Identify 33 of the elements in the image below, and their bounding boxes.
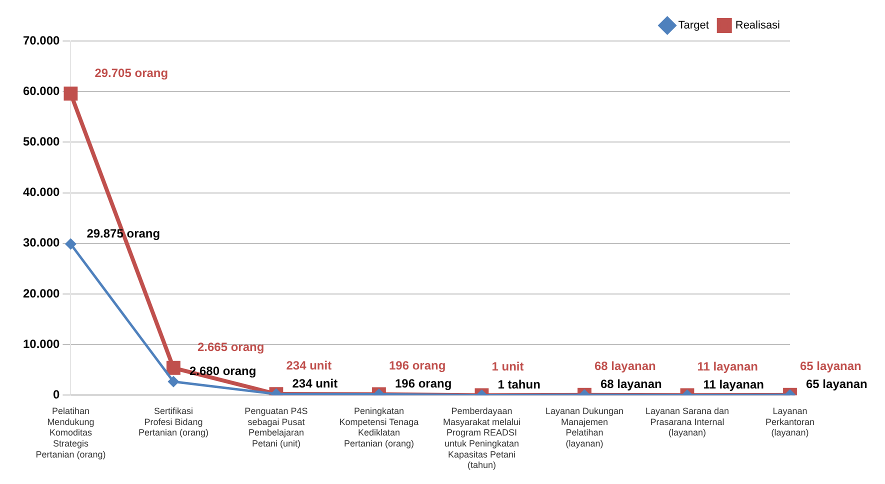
x-tick-label: Penguatan P4S sebagai Pusat Pembelajaran Petani (unit) [244,406,308,448]
x-tick-label: Sertifikasi Profesi Bidang Pertanian (orang) [138,406,208,438]
y-tick-label: 10.000 [23,336,60,351]
data-label: 11 layanan [703,377,764,392]
data-label: 1 unit [492,360,524,374]
y-tick-label: 30.000 [23,236,60,250]
x-tick-label: Layanan Dukungan Manajemen Pelatihan (layanan) [545,406,624,448]
y-tick-label: 60.000 [23,84,60,98]
data-label: 2.680 orang [189,364,256,378]
data-label: 234 unit [292,376,338,390]
annotation: 2.665 orang [197,340,264,354]
data-label: 11 layanan [697,359,758,374]
x-tick-label: Layanan Sarana dan Prasarana Internal (layanan) [645,406,730,438]
y-tick-label: 20.000 [23,286,60,300]
y-tick-label: 40.000 [23,185,60,200]
x-tick-label: Pelatihan Mendukung Komoditas Strategis Pertanian (orang) [36,406,106,460]
annotation: 29.705 orang [94,66,168,80]
data-label: 1 tahun [498,378,540,392]
x-tick-label: Layanan Perkantoran (layanan) [765,406,815,438]
data-label: 234 unit [286,358,332,372]
y-tick-label: 0 [53,388,60,402]
y-tick-label: 70.000 [23,33,60,48]
y-tick-label: 50.000 [23,134,60,149]
data-label: 196 orang [388,358,446,373]
data-label: 65 layanan [806,377,868,392]
data-label: 65 layanan [800,359,862,374]
x-tick-label: Peningkatan Kompetensi Tenaga Kediklatan Pertanian (orang) [339,406,419,448]
legend-label: Realisasi [735,20,780,32]
data-label: 68 layanan [600,377,662,392]
data-label: 68 layanan [594,359,656,374]
legend-label: Target [678,20,709,32]
x-tick-label: Pemberdayaan Masyarakat melalui Program READSI untuk Peningkatan Kapasitas Petani (tahun) [442,406,520,470]
data-label: 196 orang [394,376,452,391]
